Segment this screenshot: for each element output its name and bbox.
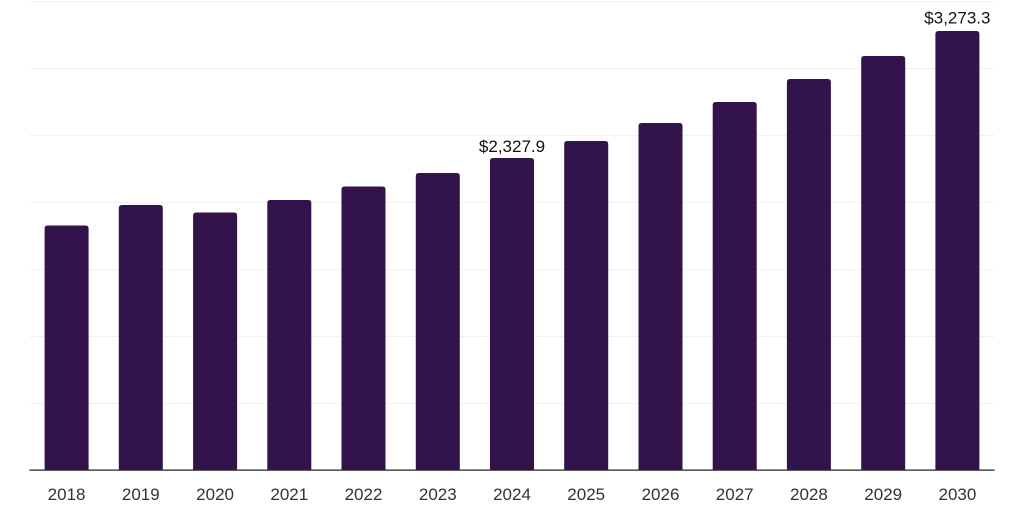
svg-text:$3,273.3: $3,273.3 <box>924 9 990 28</box>
svg-text:2025: 2025 <box>567 485 605 504</box>
svg-text:$2,327.9: $2,327.9 <box>479 137 545 156</box>
svg-text:2019: 2019 <box>122 485 160 504</box>
svg-text:2029: 2029 <box>864 485 902 504</box>
svg-text:2027: 2027 <box>716 485 754 504</box>
svg-text:2023: 2023 <box>419 485 457 504</box>
svg-text:2026: 2026 <box>642 485 680 504</box>
svg-text:2028: 2028 <box>790 485 828 504</box>
svg-text:2024: 2024 <box>493 485 531 504</box>
svg-text:2030: 2030 <box>938 485 976 504</box>
svg-text:2018: 2018 <box>48 485 86 504</box>
svg-text:2022: 2022 <box>345 485 383 504</box>
svg-text:2020: 2020 <box>196 485 234 504</box>
svg-text:2021: 2021 <box>270 485 308 504</box>
